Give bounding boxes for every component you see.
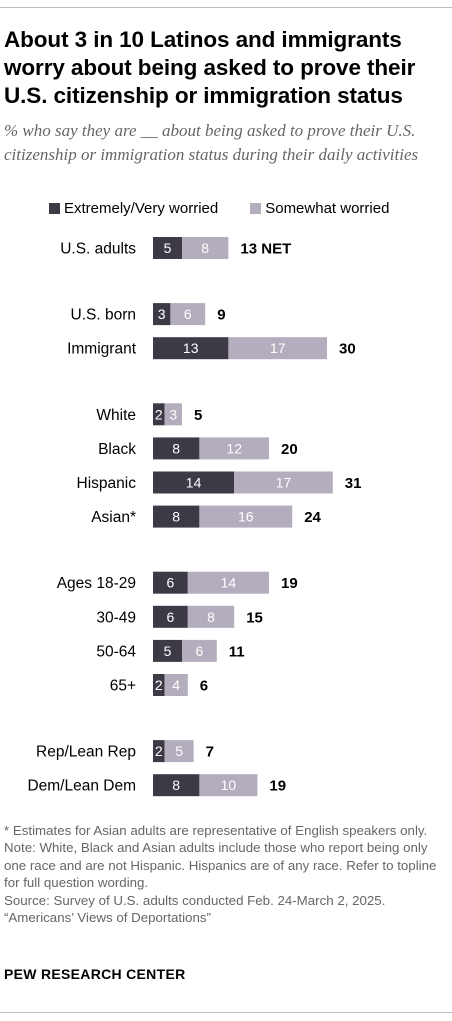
total-label: 30 [339,341,356,358]
category-label: U.S. adults [60,241,136,258]
bar-label-extremely: 2 [155,677,163,693]
bar-label-somewhat: 6 [196,643,204,659]
bar-extremely [153,437,200,460]
bar-somewhat [170,303,206,326]
total-label: 15 [246,609,263,626]
bar-label-somewhat: 10 [221,777,237,793]
category-label: Hispanic [77,475,137,492]
chart-title: About 3 in 10 Latinos and immigrants wor… [4,27,416,108]
bar-somewhat [164,403,182,426]
total-label: 24 [304,509,321,526]
total-label: 6 [200,678,208,695]
bar-somewhat [164,674,188,696]
bar-somewhat [187,605,235,628]
bar-label-extremely: 14 [186,475,202,491]
category-label: 30-49 [96,609,136,626]
bar-extremely [153,505,200,528]
bar-label-extremely: 6 [167,609,175,625]
bottom-rule [0,1012,452,1013]
category-label: Ages 18-29 [57,575,136,592]
bar-label-somewhat: 16 [238,509,254,525]
bar-label-extremely: 13 [183,340,199,356]
bar-somewhat [164,740,194,763]
bar-label-extremely: 3 [158,306,166,322]
total-label: 7 [206,744,214,761]
bar-label-extremely: 6 [167,575,175,591]
legend-swatch-somewhat [250,202,262,214]
note-race: Note: White, Black and Asian adults incl… [4,840,437,891]
bar-label-somewhat: 3 [169,406,177,422]
bar-extremely [153,403,165,426]
bar-label-extremely: 8 [172,509,180,525]
bar-label-somewhat: 5 [175,743,183,759]
bar-somewhat [199,437,269,460]
bar-extremely [153,639,182,662]
bar-label-somewhat: 12 [226,440,242,456]
bar-extremely [153,471,235,494]
total-label: 19 [269,778,286,795]
bar-label-somewhat: 4 [172,677,180,693]
bar-label-extremely: 5 [164,643,172,659]
total-label: 5 [194,407,202,424]
chart-subtitle: % who say they are __ about being asked … [4,121,419,164]
bar-extremely [153,337,229,360]
note-source: Source: Survey of U.S. adults conducted … [4,892,386,908]
bar-label-extremely: 8 [172,777,180,793]
bar-label-extremely: 2 [155,406,163,422]
bar-label-somewhat: 6 [184,306,192,322]
bar-extremely [153,674,165,696]
total-label: 9 [217,307,225,324]
total-label: 19 [281,575,298,592]
legend: Extremely/Very worried Somewhat worried [49,199,421,217]
legend-item-somewhat: Somewhat worried [250,200,389,217]
bar-label-somewhat: 17 [276,475,292,491]
category-label: Dem/Lean Dem [27,778,136,795]
total-label: 13 NET [240,241,291,258]
category-label: U.S. born [71,307,136,324]
bar-label-somewhat: 8 [207,609,215,625]
bar-label-somewhat: 17 [270,340,286,356]
category-label: 65+ [110,678,136,695]
note-report: “Americans’ Views of Deportations” [4,910,211,926]
legend-swatch-extremely [49,202,60,214]
category-label: White [96,407,136,424]
bar-label-somewhat: 8 [201,240,209,256]
bar-extremely [153,237,182,259]
bar-somewhat [182,639,217,662]
notes: * Estimates for Asian adults are represe… [4,822,444,926]
bar-extremely [153,740,165,763]
bar-extremely [153,303,171,326]
bar-extremely [153,774,200,797]
bar-somewhat [228,337,327,360]
note-asian: * Estimates for Asian adults are represe… [4,823,428,838]
category-label: Rep/Lean Rep [36,744,136,761]
bar-label-extremely: 5 [164,240,172,256]
bar-somewhat [199,505,293,528]
bar-somewhat [187,571,269,594]
legend-label-extremely: Extremely/Very worried [64,199,219,217]
top-rule [0,7,452,8]
bar-label-somewhat: 14 [221,575,237,591]
legend-item-extremely: Extremely/Very worried [49,200,218,217]
bar-label-extremely: 8 [172,440,180,456]
bar-extremely [153,571,188,594]
bar-label-extremely: 2 [155,743,163,759]
total-label: 11 [229,643,245,660]
total-label: 20 [281,441,298,458]
category-label: Asian* [91,509,136,526]
bar-somewhat [182,237,229,259]
category-label: Immigrant [67,341,137,358]
bar-somewhat [234,471,333,494]
legend-label-somewhat: Somewhat worried [265,199,390,217]
category-label: 50-64 [96,643,136,660]
bar-somewhat [199,774,258,797]
bar-extremely [153,605,188,628]
category-label: Black [98,441,136,458]
brand-logo: PEW RESEARCH CENTER [4,966,186,982]
total-label: 31 [345,475,362,492]
